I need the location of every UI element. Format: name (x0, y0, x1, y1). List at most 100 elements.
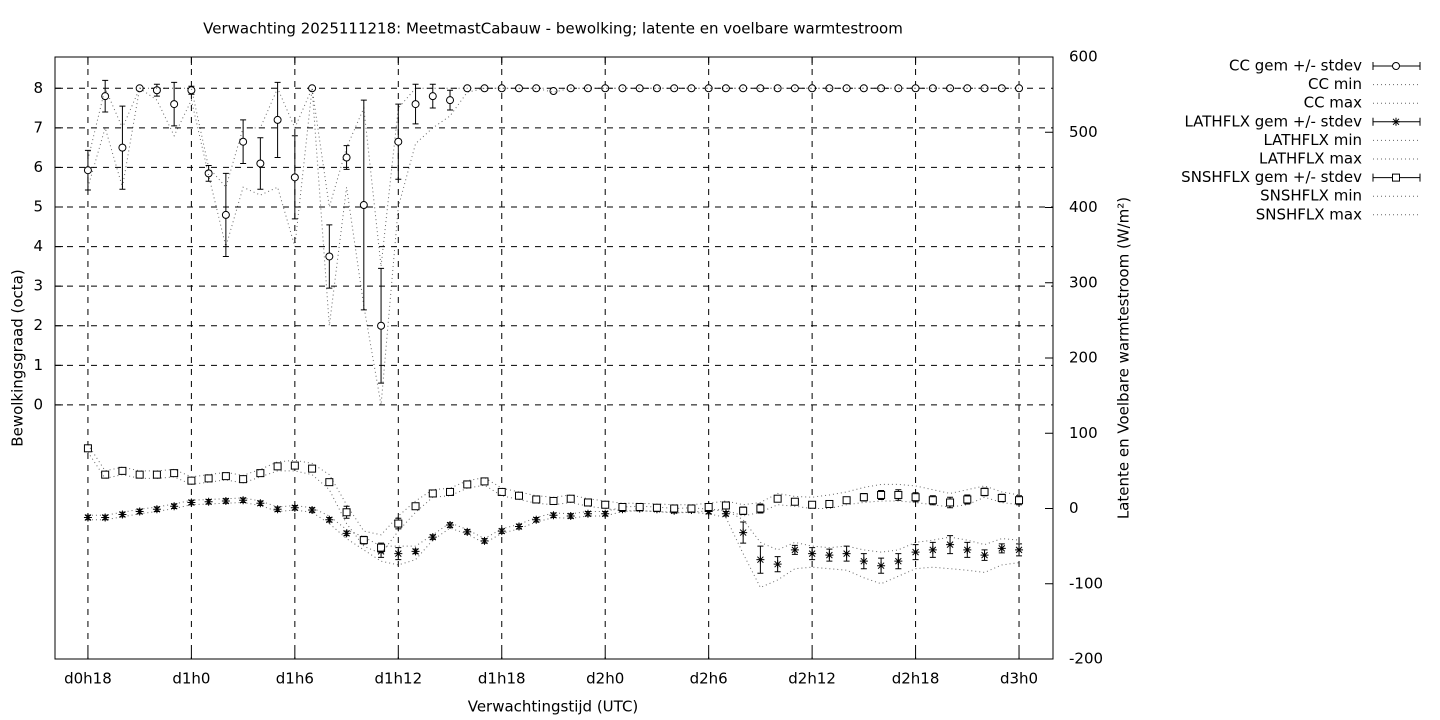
point (721, 509, 730, 518)
point (152, 505, 161, 514)
point (549, 496, 558, 505)
y2-tick-label: 400 (1069, 198, 1098, 216)
point (428, 533, 437, 542)
y-tick-label: 4 (33, 237, 43, 255)
point (635, 84, 644, 93)
point (894, 557, 903, 566)
point (463, 480, 472, 489)
point (928, 545, 937, 554)
point (808, 549, 817, 558)
y-tick-label: 3 (33, 277, 43, 295)
y2-tick-label: 200 (1069, 349, 1098, 367)
point (480, 536, 489, 545)
point (83, 513, 92, 522)
point (877, 561, 886, 570)
point (756, 504, 765, 513)
point (963, 545, 972, 554)
legend-marker (1392, 173, 1400, 182)
point (894, 490, 903, 499)
point (221, 496, 230, 505)
x-tick-label: d1h12 (374, 670, 422, 688)
x-tick-label: d3h0 (1000, 670, 1038, 688)
point (377, 543, 386, 552)
range-line (87, 497, 1020, 553)
range-line (87, 87, 1020, 405)
y2-tick-label: 100 (1069, 424, 1098, 442)
point (221, 472, 230, 481)
legend-label: CC max (1304, 94, 1363, 112)
range-line (87, 501, 1020, 589)
point (566, 512, 575, 521)
legend-label: LATHFLX min (1263, 131, 1362, 149)
point (428, 92, 437, 101)
point (670, 504, 679, 513)
point (1015, 496, 1024, 505)
point (583, 498, 592, 507)
point (997, 544, 1006, 553)
point (704, 84, 713, 93)
point (721, 501, 730, 510)
point (739, 528, 748, 537)
point (790, 545, 799, 554)
point (446, 521, 455, 530)
y-tick-label: 2 (33, 316, 43, 334)
point (704, 502, 713, 511)
point (946, 84, 955, 93)
point (359, 536, 368, 545)
point (859, 557, 868, 566)
y-tick-label: 0 (33, 395, 43, 413)
point (894, 84, 903, 93)
point (532, 495, 541, 504)
point (256, 499, 265, 508)
point (825, 551, 834, 560)
point (170, 502, 179, 511)
point (773, 84, 782, 93)
point (877, 490, 886, 499)
point (273, 505, 282, 514)
point (308, 506, 317, 515)
point (152, 86, 161, 95)
point (652, 503, 661, 512)
y-tick-label: 5 (33, 198, 43, 216)
point (877, 84, 886, 93)
point (618, 502, 627, 511)
point (601, 500, 610, 509)
point (773, 494, 782, 503)
point (842, 549, 851, 558)
point (911, 548, 920, 557)
point (256, 469, 265, 478)
point (756, 555, 765, 564)
point (204, 474, 213, 483)
point (601, 84, 610, 93)
point (239, 496, 248, 505)
point (532, 515, 541, 524)
point (308, 84, 317, 93)
point (342, 153, 351, 162)
y-tick-label: 1 (33, 356, 43, 374)
y2-tick-label: 0 (1069, 499, 1079, 517)
point (377, 321, 386, 330)
point (359, 201, 368, 210)
y2-tick-label: -200 (1069, 650, 1103, 668)
y-axis-label: Bewolkingsgraad (octa) (9, 269, 27, 446)
point (566, 494, 575, 503)
point (980, 487, 989, 496)
x-tick-label: d1h0 (172, 670, 210, 688)
point (325, 478, 334, 487)
point (290, 173, 299, 182)
point (946, 540, 955, 549)
point (101, 470, 110, 479)
x-tick-label: d0h18 (64, 670, 112, 688)
point (739, 506, 748, 515)
y-tick-label: 6 (33, 158, 43, 176)
legend-label: SNSHFLX gem +/- stdev (1181, 168, 1362, 186)
point (825, 499, 834, 508)
point (446, 96, 455, 105)
point (342, 508, 351, 517)
point (946, 498, 955, 507)
point (411, 100, 420, 109)
legend-label: CC min (1308, 75, 1362, 93)
point (928, 496, 937, 505)
point (170, 469, 179, 478)
point (187, 498, 196, 507)
